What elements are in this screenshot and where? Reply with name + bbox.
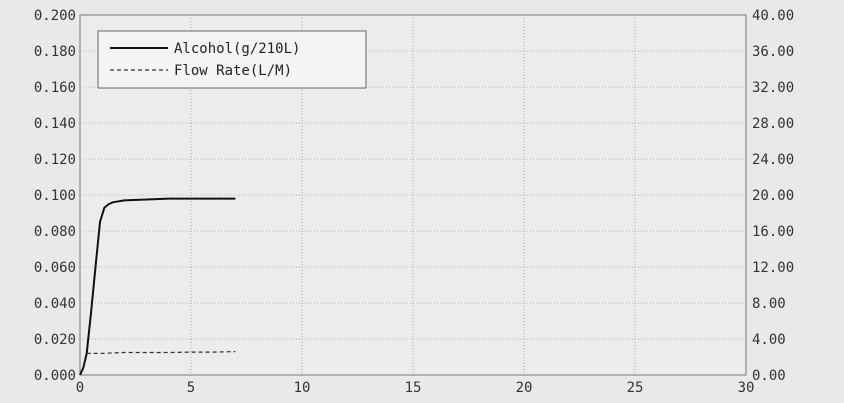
- y2-tick-label: 20.00: [752, 188, 794, 204]
- series-lines: [79, 197, 236, 376]
- series-line-alcohol: [79, 197, 236, 376]
- legend-label-alcohol: Alcohol(g/210L): [174, 41, 300, 57]
- legend: Alcohol(g/210L) Flow Rate(L/M): [97, 30, 367, 89]
- y-tick-label: 0.140: [34, 116, 76, 132]
- tick-labels: 0.0000.0200.0400.0600.0800.1000.1200.140…: [34, 8, 794, 396]
- x-tick-label: 5: [187, 380, 195, 396]
- y2-tick-label: 24.00: [752, 152, 794, 168]
- y2-tick-label: 16.00: [752, 224, 794, 240]
- x-tick-label: 10: [294, 380, 311, 396]
- x-tick-label: 0: [76, 380, 84, 396]
- y2-tick-label: 40.00: [752, 8, 794, 24]
- y2-tick-label: 0.00: [752, 368, 786, 384]
- x-tick-label: 20: [516, 380, 533, 396]
- y2-tick-label: 36.00: [752, 44, 794, 60]
- y-tick-label: 0.160: [34, 80, 76, 96]
- x-tick-label: 25: [627, 380, 644, 396]
- y2-tick-label: 4.00: [752, 332, 786, 348]
- y-tick-label: 0.180: [34, 44, 76, 60]
- y-tick-label: 0.120: [34, 152, 76, 168]
- y-tick-label: 0.000: [34, 368, 76, 384]
- series-line-flow-rate: [86, 351, 236, 354]
- y-tick-label: 0.040: [34, 296, 76, 312]
- y-tick-label: 0.200: [34, 8, 76, 24]
- y2-tick-label: 12.00: [752, 260, 794, 276]
- y-tick-label: 0.060: [34, 260, 76, 276]
- y2-tick-label: 8.00: [752, 296, 786, 312]
- y-tick-label: 0.020: [34, 332, 76, 348]
- y-tick-label: 0.080: [34, 224, 76, 240]
- y2-tick-label: 32.00: [752, 80, 794, 96]
- y2-tick-label: 28.00: [752, 116, 794, 132]
- x-tick-label: 30: [738, 380, 755, 396]
- x-tick-label: 15: [405, 380, 422, 396]
- legend-label-flow-rate: Flow Rate(L/M): [174, 63, 292, 79]
- y-tick-label: 0.100: [34, 188, 76, 204]
- legend-box: [97, 30, 367, 89]
